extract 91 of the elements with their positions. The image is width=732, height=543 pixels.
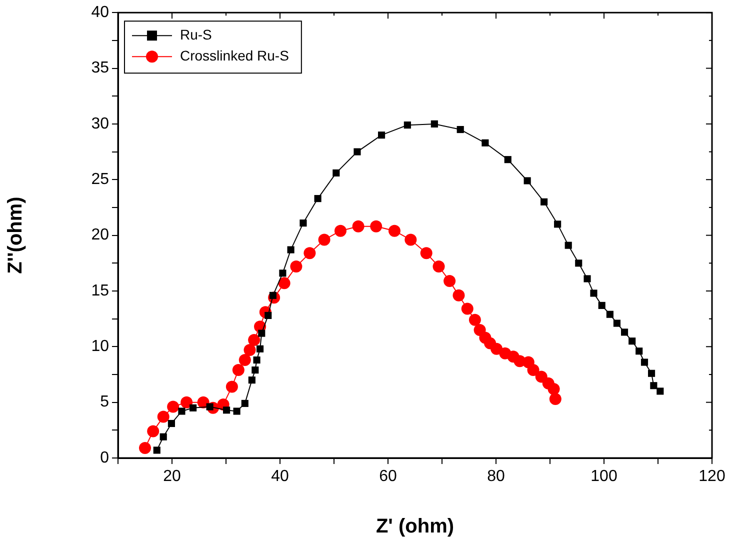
y-tick-label: 0 [100,449,110,466]
point [334,224,346,237]
point [139,442,151,454]
y-tick-label: 30 [91,115,110,132]
y-tick-label: 40 [91,4,110,22]
point [584,275,591,282]
point [554,220,562,228]
point [290,260,302,272]
point [432,260,445,272]
point [482,139,489,146]
point [244,344,256,356]
point [606,310,614,318]
point [527,364,540,376]
point [241,400,248,407]
point [620,328,628,336]
point [370,220,382,232]
point [378,132,386,139]
point [252,366,259,374]
y-tick-label: 35 [91,60,110,77]
point [636,348,643,355]
point [404,234,417,246]
point [628,338,636,345]
point [318,234,330,246]
point [535,370,548,383]
point [456,126,464,134]
point [232,364,244,376]
point [180,396,193,408]
point [160,433,167,440]
point [352,220,364,232]
x-tick-label: 80 [487,468,505,486]
point [490,342,503,355]
point [178,408,186,415]
point [461,302,474,315]
point [444,274,456,287]
point [157,410,170,423]
y-tick-label: 5 [100,394,110,411]
point [223,406,230,414]
point [548,382,560,395]
y-tick-label: 10 [91,338,110,356]
x-tick-label: 60 [379,468,397,486]
point [452,289,465,302]
point [656,388,664,395]
point [168,420,175,428]
point [504,156,512,164]
point [233,408,240,415]
point [314,195,322,202]
x-tick-label: 20 [163,468,181,486]
point [190,404,197,412]
x-tick-label: 120 [698,468,726,486]
x-tick-label: 40 [271,468,289,486]
point [332,169,340,176]
y-tick-label: 20 [91,226,110,244]
point [226,380,238,393]
point [598,302,606,309]
point [147,425,160,438]
point [153,446,160,454]
point [167,400,180,413]
point [300,220,307,227]
point [564,242,572,249]
y-tick-label: 25 [91,171,110,188]
point [258,330,266,337]
legend-label: Ru-S [180,26,212,42]
point [650,382,658,390]
point [468,314,481,326]
point [420,247,432,260]
point [404,122,411,129]
y-tick-label: 15 [91,282,110,300]
point [279,270,286,277]
point [524,177,531,184]
point [613,320,620,327]
point [388,224,400,237]
point [304,247,316,260]
point [354,148,361,156]
point [648,370,656,377]
point [640,358,648,366]
y-axis-title: Z''(ohm) [4,196,27,274]
point [248,334,260,346]
point [287,246,294,254]
point [278,277,290,290]
point [549,392,562,405]
x-tick-label: 100 [590,468,618,486]
point [430,120,438,128]
point [590,290,598,297]
point [575,260,582,267]
point [253,356,260,364]
point [540,198,548,206]
point [256,345,264,352]
point [238,354,251,366]
x-axis-title: Z' (ohm) [376,516,454,538]
point [248,376,256,384]
legend-label: Crosslinked Ru-S [180,47,289,64]
